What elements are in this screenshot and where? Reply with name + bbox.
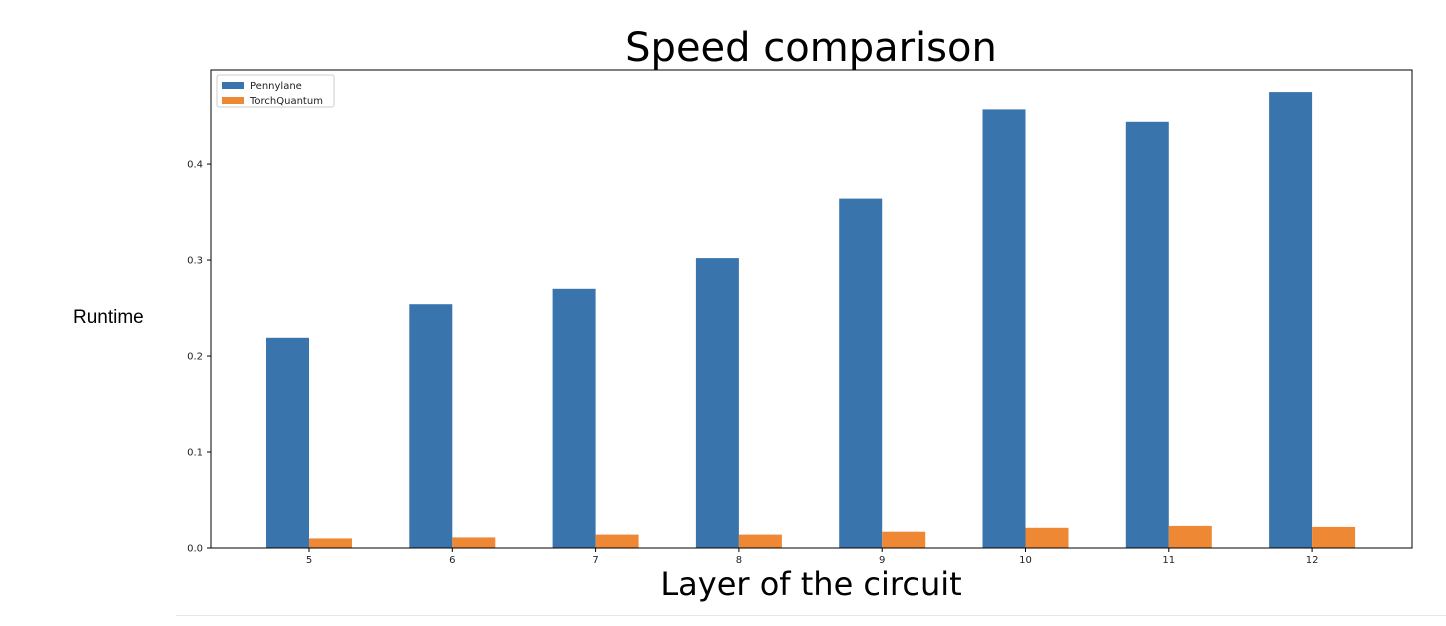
y-tick-label: 0.2 (187, 352, 203, 363)
bar-torchquantum-11 (1168, 525, 1212, 548)
x-tick-label: 5 (306, 555, 312, 566)
bar-torchquantum-8 (738, 534, 782, 548)
bar-torchquantum-10 (1025, 527, 1069, 548)
y-tick-label: 0.3 (187, 256, 203, 267)
bar-pennylane-10 (982, 109, 1026, 549)
x-tick-label: 7 (592, 555, 598, 566)
legend-label-pennylane: Pennylane (250, 81, 302, 92)
bar-pennylane-12 (1269, 92, 1313, 548)
bar-torchquantum-9 (882, 531, 926, 548)
bar-torchquantum-6 (452, 537, 496, 548)
x-tick-label: 10 (1019, 555, 1032, 566)
bar-pennylane-5 (266, 337, 309, 548)
bar-torchquantum-5 (309, 538, 352, 548)
bar-torchquantum-12 (1312, 526, 1356, 548)
y-axis-label: Runtime (73, 307, 144, 328)
plot-area (211, 70, 1412, 548)
x-tick-label: 9 (879, 555, 885, 566)
plot-frame (210, 69, 1413, 549)
x-tick-label: 8 (736, 555, 742, 566)
bar-pennylane-6 (409, 304, 453, 548)
y-tick-label: 0.0 (187, 544, 203, 555)
x-axis-label: Layer of the circuit (660, 565, 961, 603)
legend-label-torchquantum: TorchQuantum (249, 96, 323, 107)
bar-pennylane-8 (695, 258, 739, 548)
chart-title: Speed comparison (625, 25, 997, 71)
legend-box (216, 74, 335, 108)
bar-pennylane-11 (1125, 121, 1169, 549)
bars-layer (266, 92, 1356, 549)
legend-swatch-pennylane (222, 82, 244, 89)
x-tick-label: 6 (449, 555, 455, 566)
x-tick-label: 12 (1306, 555, 1319, 566)
y-tick-label: 0.1 (187, 448, 203, 459)
bar-pennylane-9 (839, 198, 883, 548)
axes-layer: 5 6 7 8 9 10 11 12 0.0 0.1 0.2 0.3 0.4 (187, 160, 1318, 566)
y-tick-label: 0.4 (187, 160, 203, 171)
x-tick-label: 11 (1162, 555, 1175, 566)
legend-swatch-torchquantum (222, 97, 244, 104)
bar-pennylane-7 (552, 288, 596, 548)
bar-torchquantum-7 (595, 534, 639, 548)
legend: Pennylane TorchQuantum (216, 74, 335, 108)
